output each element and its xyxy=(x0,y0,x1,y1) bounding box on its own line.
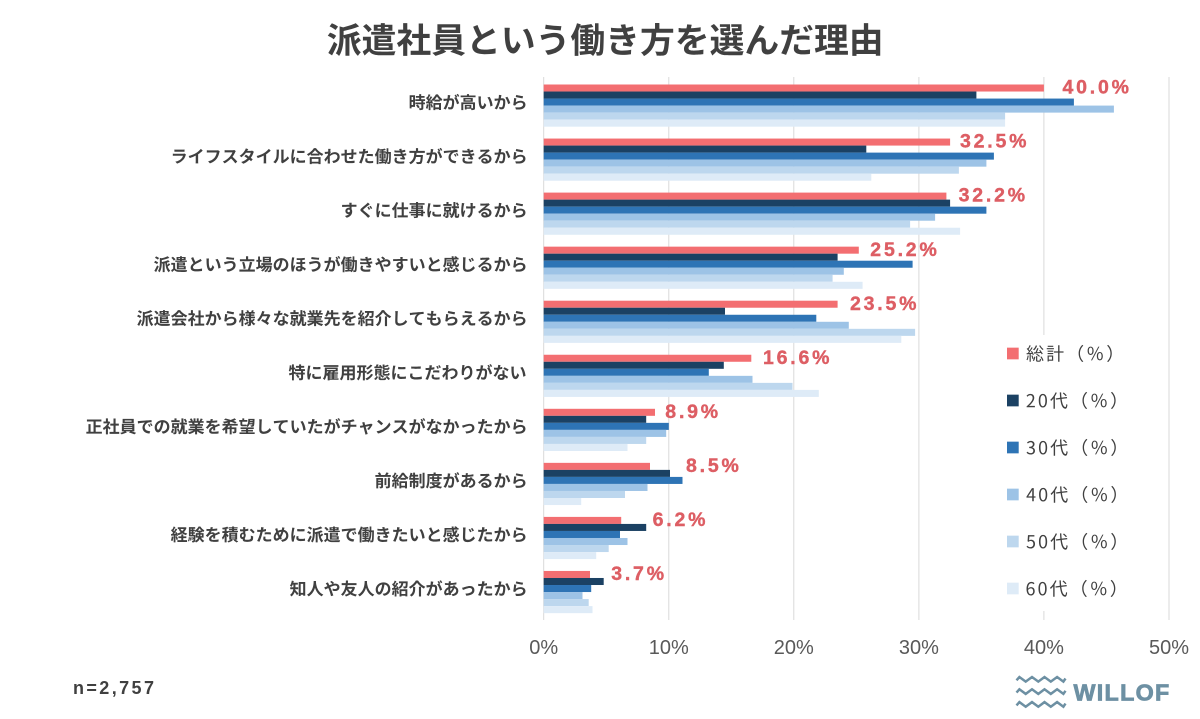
svg-text:0%: 0% xyxy=(529,637,558,659)
svg-text:8.5%: 8.5% xyxy=(686,455,742,477)
svg-text:32.5%: 32.5% xyxy=(960,131,1029,153)
svg-text:10%: 10% xyxy=(649,637,689,659)
svg-text:n=2,757: n=2,757 xyxy=(73,678,156,698)
svg-text:23.5%: 23.5% xyxy=(850,293,919,315)
svg-text:20%: 20% xyxy=(774,637,814,659)
svg-text:WILLOF: WILLOF xyxy=(1074,680,1171,706)
svg-text:40.0%: 40.0% xyxy=(1063,77,1132,99)
svg-text:50%: 50% xyxy=(1149,637,1189,659)
svg-text:6.2%: 6.2% xyxy=(653,509,709,531)
svg-text:32.2%: 32.2% xyxy=(959,185,1028,207)
svg-text:8.9%: 8.9% xyxy=(665,401,721,423)
svg-text:40%: 40% xyxy=(1024,637,1064,659)
svg-text:30%: 30% xyxy=(899,637,939,659)
svg-text:25.2%: 25.2% xyxy=(870,239,939,261)
svg-text:3.7%: 3.7% xyxy=(611,563,667,585)
svg-text:16.6%: 16.6% xyxy=(763,347,832,369)
